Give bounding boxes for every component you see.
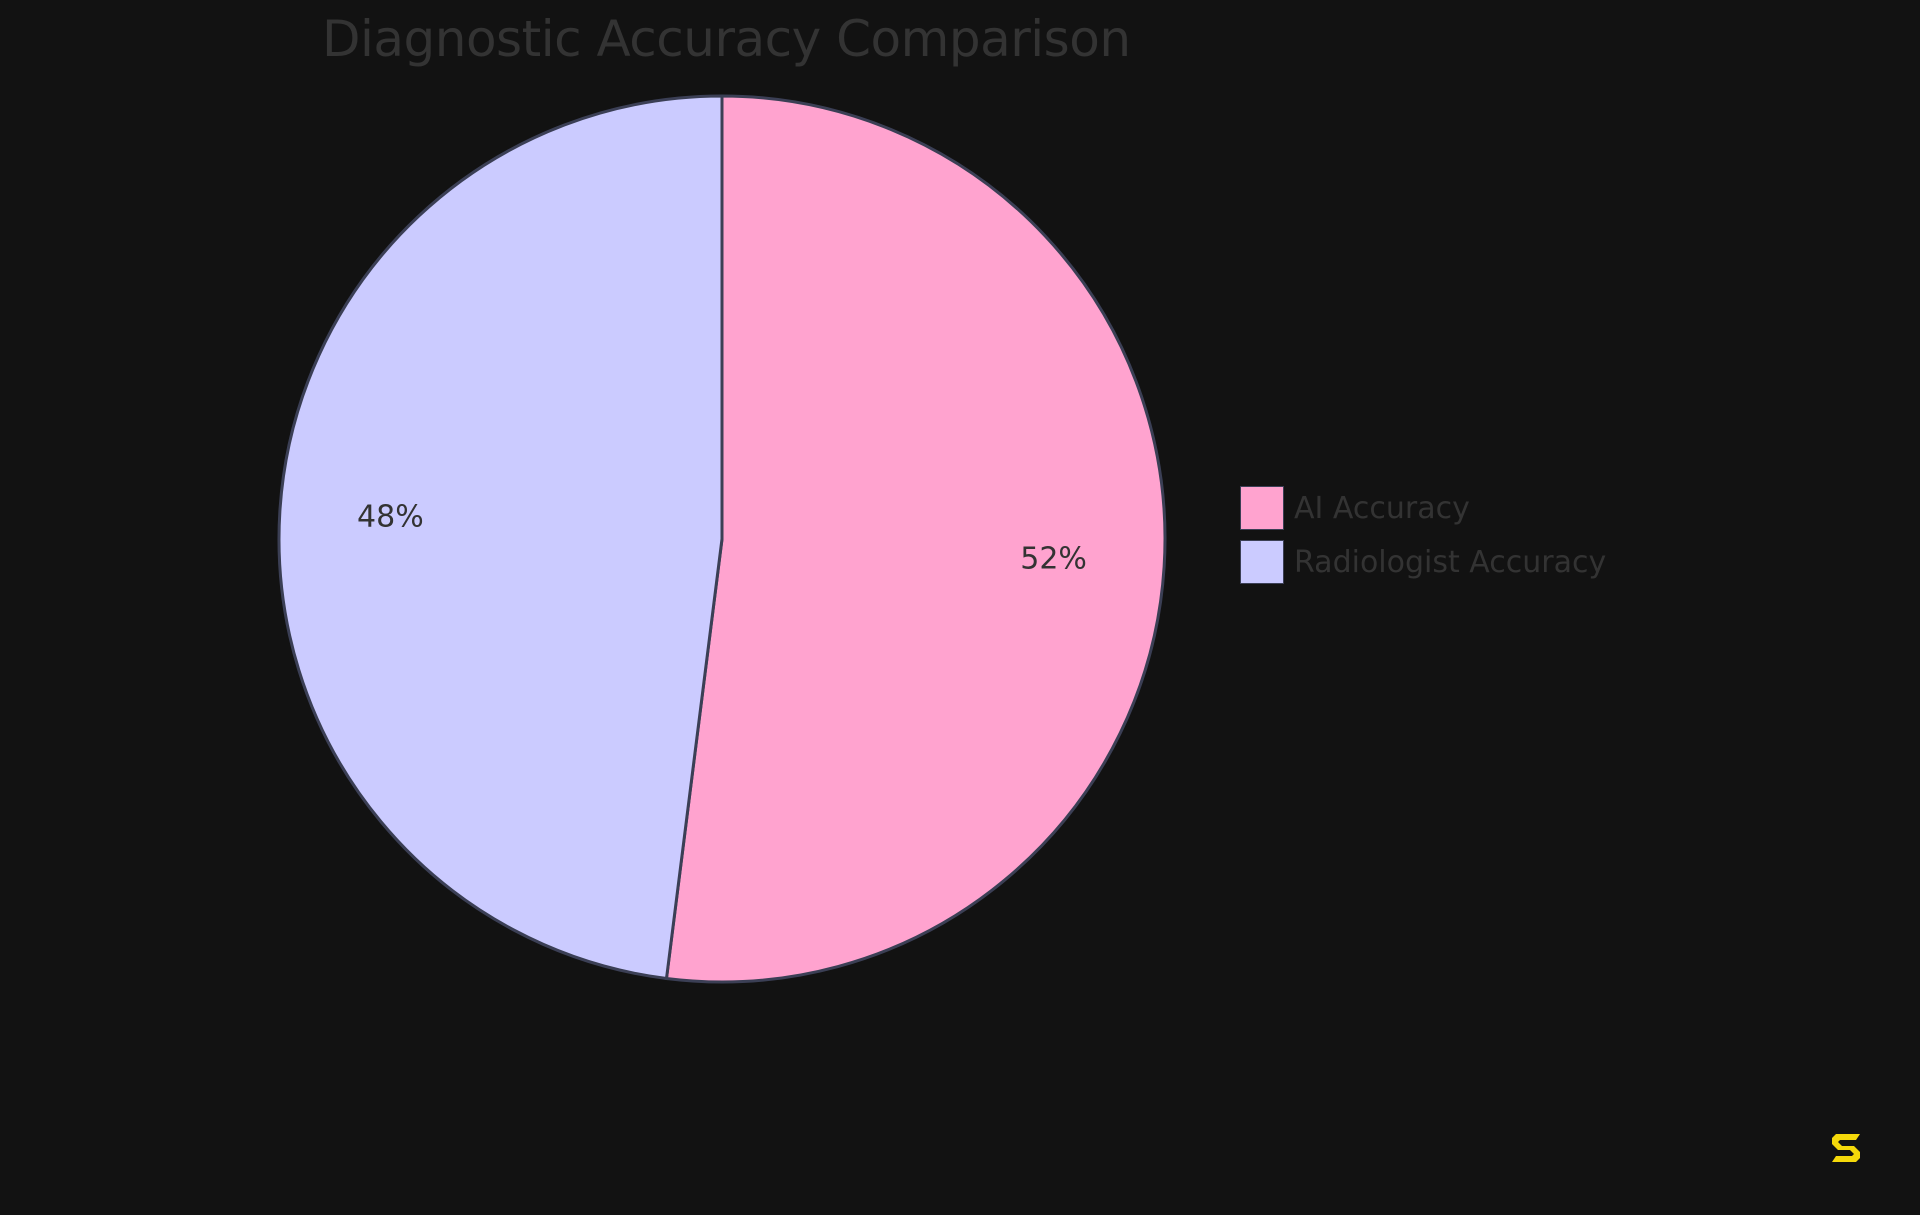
legend-label: Radiologist Accuracy [1294, 544, 1607, 580]
pie-slice-ai-accuracy[interactable] [664, 94, 1167, 984]
slice-label: 52% [1020, 541, 1087, 576]
legend-label: AI Accuracy [1294, 490, 1470, 526]
s-logo-icon [1832, 1134, 1860, 1162]
slice-label: 48% [357, 500, 424, 535]
pie-slice-radiologist-accuracy[interactable] [277, 94, 724, 981]
legend-item-ai-accuracy[interactable]: AI Accuracy [1240, 486, 1470, 530]
legend-swatch [1240, 540, 1284, 584]
legend-item-radiologist-accuracy[interactable]: Radiologist Accuracy [1240, 540, 1606, 584]
chart-title: Diagnostic Accuracy Comparison [322, 10, 1131, 68]
legend-swatch [1240, 486, 1284, 530]
